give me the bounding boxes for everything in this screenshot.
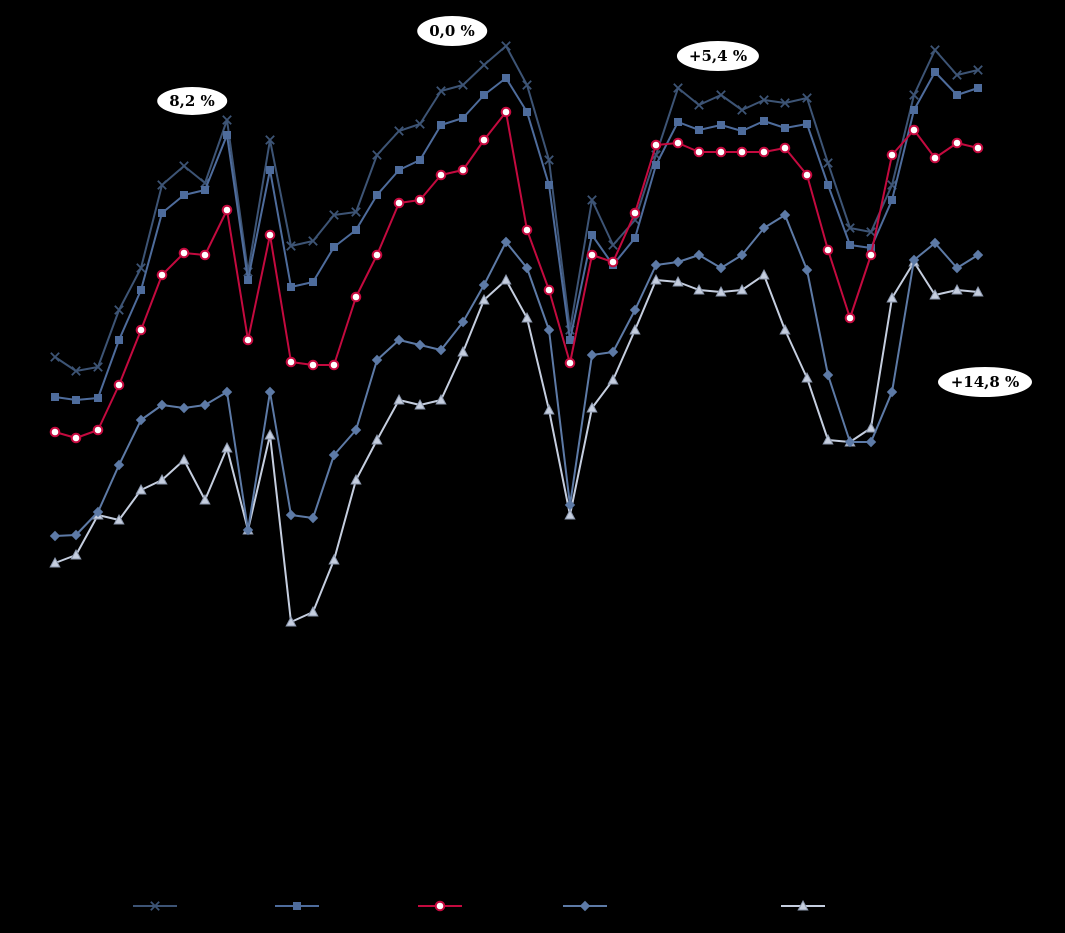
annotation-8-2-pct: 8,2 % [156, 86, 228, 116]
annotation-plus-5-4-pct: +5,4 % [675, 40, 761, 72]
legend-item-square [275, 902, 319, 910]
annotation-plus-14-8-pct: +14,8 % [937, 366, 1033, 398]
annotation-text: +14,8 % [950, 373, 1020, 391]
annotation-text: 8,2 % [169, 92, 215, 110]
series-3-circle [49, 106, 984, 444]
legend-item-circle [418, 900, 462, 912]
annotation-0-0-pct: 0,0 % [416, 15, 488, 47]
legend-item-x [133, 901, 177, 911]
annotation-text: +5,4 % [688, 47, 748, 65]
series-4-diamond [49, 209, 984, 542]
series-5-triangle [49, 255, 984, 627]
series-2-square [51, 68, 982, 404]
series-1-x-marker [50, 41, 983, 376]
annotation-text: 0,0 % [429, 22, 475, 40]
legend [133, 899, 825, 912]
legend-item-triangle [781, 899, 825, 911]
legend-item-diamond [563, 900, 607, 912]
